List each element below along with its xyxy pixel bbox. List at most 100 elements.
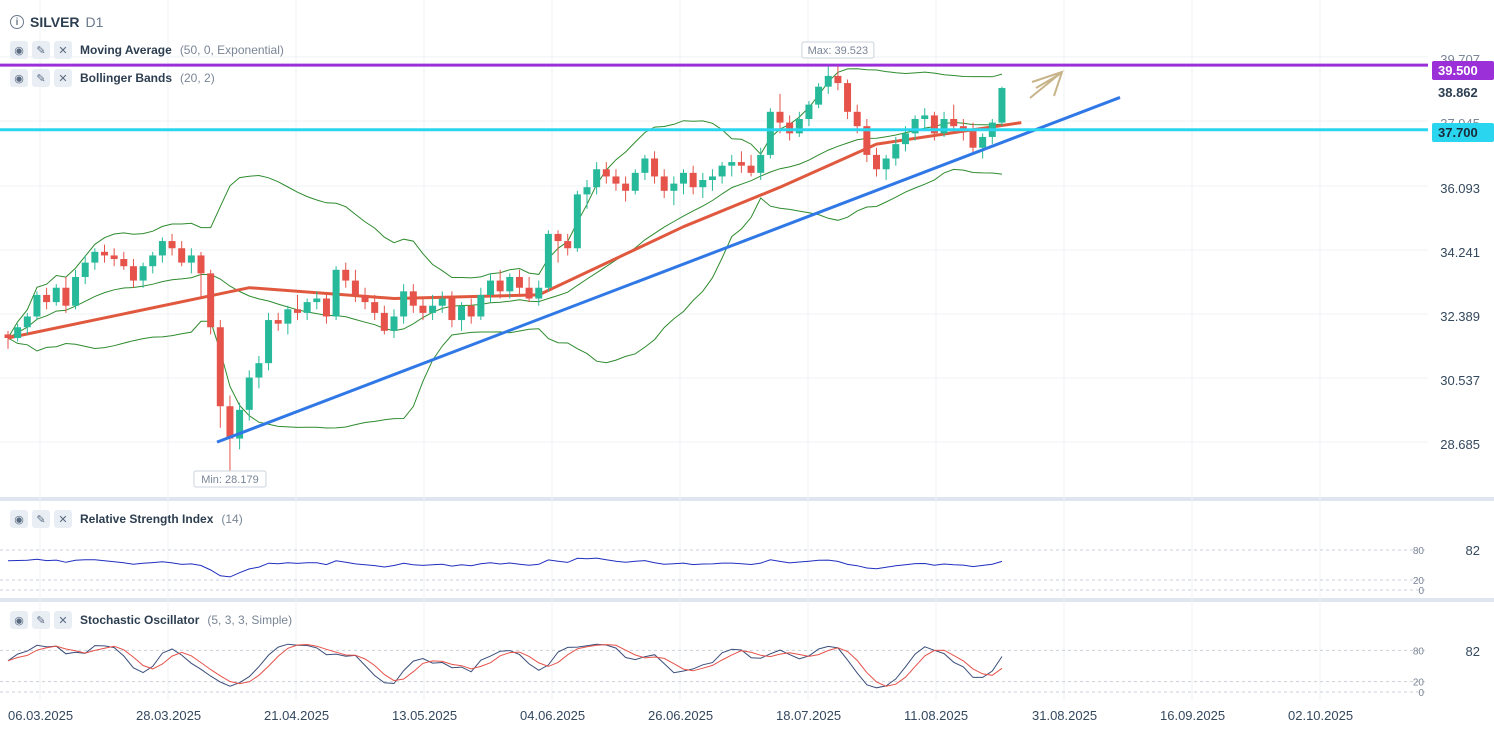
timeframe[interactable]: D1 (85, 14, 104, 30)
date-tick: 02.10.2025 (1288, 708, 1354, 723)
indicator-params: (14) (221, 512, 243, 526)
candle-body (274, 320, 282, 324)
eye-icon[interactable]: ◉ (10, 69, 28, 87)
close-icon[interactable]: ✕ (54, 611, 72, 629)
candle-body (448, 298, 456, 321)
candle-body (699, 180, 707, 188)
wrench-icon[interactable]: ✎ (32, 510, 50, 528)
candle-body (351, 280, 359, 295)
indicator-row-bb: ◉ ✎ ✕ Bollinger Bands (20, 2) (10, 69, 215, 87)
candle-body (216, 327, 224, 407)
pane-separator (0, 497, 1494, 501)
candle-body (892, 144, 900, 159)
ema-line (7, 121, 1022, 340)
stoch-level-label: 0 (1418, 688, 1424, 699)
candle-body (815, 86, 823, 105)
close-icon[interactable]: ✕ (54, 41, 72, 59)
candle-body (950, 118, 958, 127)
info-icon[interactable]: i (10, 15, 24, 29)
wrench-icon[interactable]: ✎ (32, 41, 50, 59)
indicator-name: Moving Average (80, 43, 172, 57)
stoch-value: 82 (1465, 644, 1480, 659)
candle-body (622, 183, 630, 191)
support-price-badge: 37.700 (1432, 123, 1494, 142)
eye-icon[interactable]: ◉ (10, 510, 28, 528)
bollinger-upper-line (7, 68, 1003, 339)
indicator-params: (5, 3, 3, Simple) (207, 613, 293, 627)
candle-body (72, 276, 80, 306)
min-label-box (193, 470, 267, 488)
bollinger-lower-line (7, 168, 1003, 429)
date-tick: 06.03.2025 (8, 708, 74, 723)
indicator-params: (20, 2) (180, 71, 215, 85)
candle-body (101, 251, 108, 256)
stoch-d-line (7, 643, 1003, 687)
pane-separator (0, 598, 1494, 602)
candle-body (197, 255, 205, 274)
candle-body (380, 312, 388, 331)
candle-body (245, 377, 253, 410)
candle-body (901, 133, 909, 145)
candle-body (544, 233, 552, 288)
candle-body (969, 129, 977, 148)
candle-body (911, 118, 919, 134)
rsi-level-label: 20 (1413, 576, 1425, 587)
price-tick: 32.389 (1440, 309, 1480, 324)
candle-body (110, 255, 118, 260)
candle-body (23, 316, 31, 328)
candle-body (120, 259, 128, 267)
candle-body (4, 334, 12, 339)
candle-body (940, 118, 948, 134)
candle-body (708, 176, 716, 181)
candle-body (313, 298, 321, 303)
indicator-row-rsi: ◉ ✎ ✕ Relative Strength Index (14) (10, 510, 243, 528)
candle-body (43, 294, 51, 303)
indicator-row-stoch: ◉ ✎ ✕ Stochastic Oscillator (5, 3, 3, Si… (10, 611, 292, 629)
candle-body (429, 305, 437, 313)
candle-body (573, 194, 581, 249)
candle-body (342, 269, 350, 281)
price-tick: 34.241 (1440, 245, 1480, 260)
candle-body (371, 302, 379, 313)
candle-body (467, 305, 475, 317)
candle-body (255, 363, 263, 378)
chart-title: i SILVER D1 (10, 14, 103, 30)
candle-body (824, 75, 832, 87)
candle-body (525, 287, 533, 299)
close-icon[interactable]: ✕ (54, 510, 72, 528)
rsi-level-label: 80 (1413, 546, 1425, 557)
bollinger-middle-line (7, 121, 1003, 339)
candle-body (737, 162, 745, 166)
candle-body (844, 83, 852, 112)
candle-body (612, 176, 620, 184)
candle-body (602, 169, 610, 177)
candle-body (129, 266, 137, 281)
eye-icon[interactable]: ◉ (10, 41, 28, 59)
trend-line (216, 96, 1121, 444)
candle-body (998, 88, 1006, 123)
date-tick: 21.04.2025 (264, 708, 330, 723)
date-tick: 18.07.2025 (776, 708, 842, 723)
candle-body (882, 158, 890, 170)
wrench-icon[interactable]: ✎ (32, 69, 50, 87)
candle-body (747, 165, 755, 173)
candle-body (390, 316, 398, 331)
candle-body (506, 276, 514, 292)
candle-body (651, 158, 659, 177)
eye-icon[interactable]: ◉ (10, 611, 28, 629)
indicator-name: Stochastic Oscillator (80, 613, 200, 627)
close-icon[interactable]: ✕ (54, 69, 72, 87)
date-tick: 16.09.2025 (1160, 708, 1226, 723)
candle-body (583, 187, 591, 195)
date-tick: 11.08.2025 (904, 708, 969, 723)
candle-body (294, 309, 301, 313)
candle-body (631, 172, 639, 191)
wrench-icon[interactable]: ✎ (32, 611, 50, 629)
current-price-badge: 38.862 (1432, 83, 1494, 102)
candle-body (670, 183, 678, 191)
candle-body (322, 298, 330, 317)
rsi-line (7, 557, 1003, 578)
indicator-params: (50, 0, Exponential) (179, 43, 284, 57)
date-tick: 04.06.2025 (520, 708, 586, 723)
